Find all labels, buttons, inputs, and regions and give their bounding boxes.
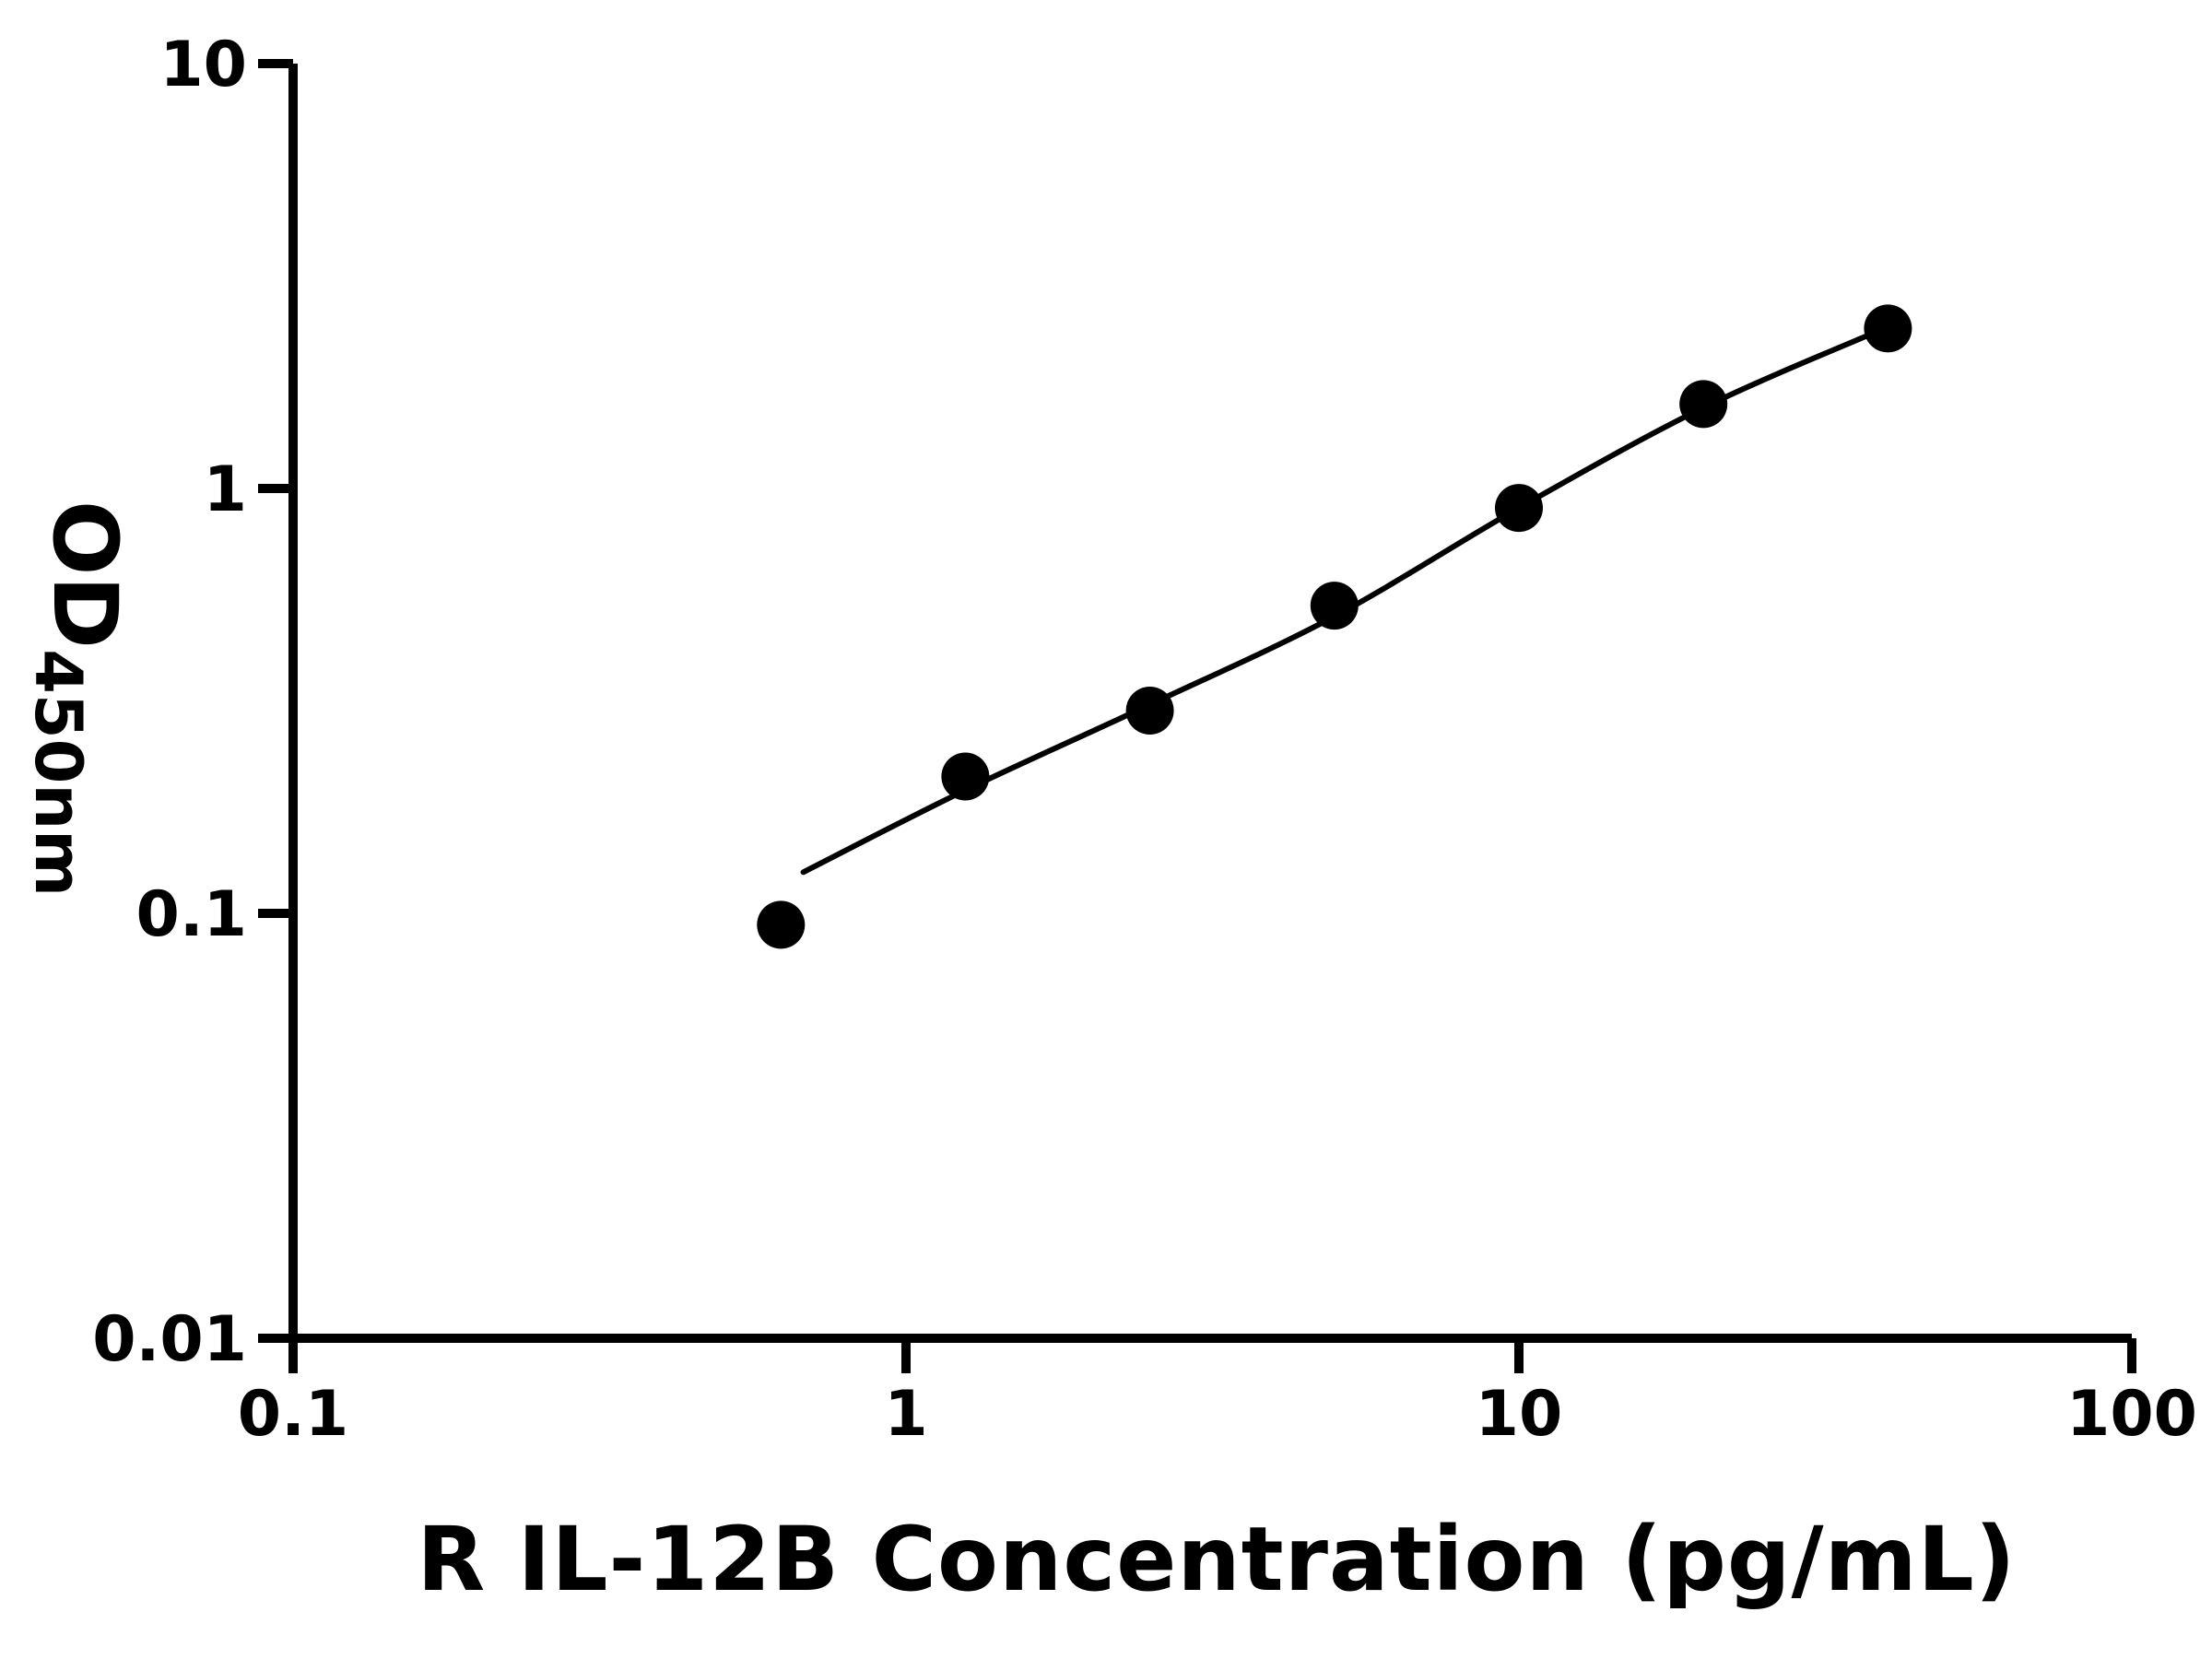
x-tick-label: 10 [1476, 1378, 1563, 1451]
axis-spines [288, 64, 2132, 1343]
y-axis-title-subscript: 450nm [20, 649, 96, 898]
x-tick-label: 0.1 [238, 1378, 348, 1451]
data-point [1679, 380, 1728, 429]
x-axis-title: R IL-12B Concentration (pg/mL) [417, 1508, 2017, 1611]
x-tick-label: 100 [2066, 1378, 2197, 1451]
data-point [1310, 582, 1359, 630]
y-axis-title-main: OD [33, 500, 136, 650]
data-point [941, 752, 990, 801]
x-tick-label: 1 [884, 1378, 927, 1451]
y-tick-label: 0.01 [92, 1303, 247, 1376]
y-tick-label: 10 [159, 29, 247, 101]
data-point [1495, 484, 1543, 533]
data-point [757, 900, 806, 949]
data-point [1125, 687, 1174, 735]
data-point [1864, 304, 1912, 353]
y-tick-label: 0.1 [136, 878, 247, 951]
y-axis-title: OD 450nm [20, 500, 136, 897]
y-tick-label: 1 [204, 453, 247, 526]
